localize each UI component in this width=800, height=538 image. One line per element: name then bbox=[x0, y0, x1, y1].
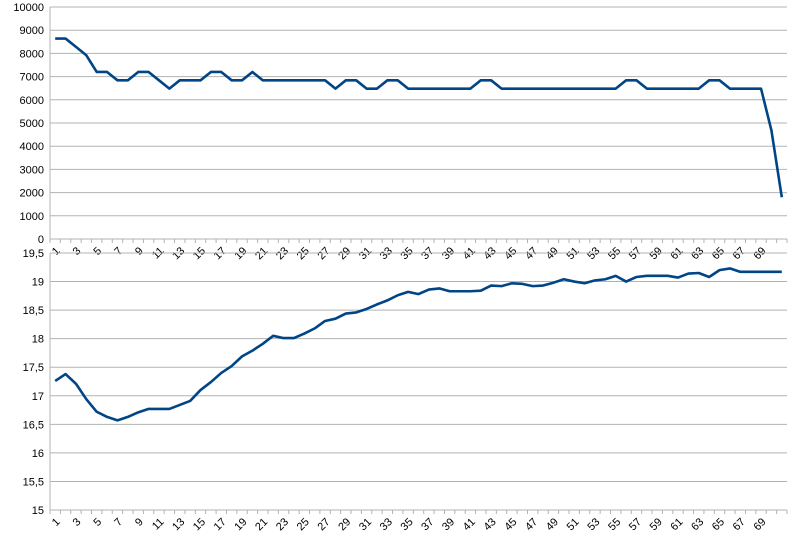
bottom-chart-x-tick-label: 21 bbox=[253, 516, 270, 533]
bottom-chart-y-tick-label: 16,5 bbox=[23, 419, 44, 431]
top-chart-x-tick-label: 1 bbox=[50, 245, 63, 258]
bottom-chart-y-tick-label: 16 bbox=[32, 448, 44, 460]
bottom-chart-y-tick-label: 19,5 bbox=[23, 248, 44, 260]
bottom-chart-x-tick-label: 3 bbox=[71, 516, 84, 529]
bottom-chart-x-tick-label: 35 bbox=[399, 516, 416, 533]
bottom-chart-x-tick-label: 63 bbox=[689, 516, 706, 533]
bottom-chart-x-tick-label: 17 bbox=[212, 516, 229, 533]
bottom-chart-x-tick-label: 61 bbox=[668, 516, 685, 533]
bottom-chart-x-tick-label: 69 bbox=[751, 516, 768, 533]
top-chart-x-tick-label: 65 bbox=[710, 245, 727, 262]
top-chart-x-tick-label: 35 bbox=[399, 245, 416, 262]
top-chart-x-tick-label: 51 bbox=[565, 245, 582, 262]
bottom-chart-y-tick-label: 15,5 bbox=[23, 476, 44, 488]
top-chart-x-tick-label: 9 bbox=[133, 245, 146, 258]
bottom-chart-x-tick-label: 59 bbox=[648, 516, 665, 533]
bottom-chart-y-tick-label: 18,5 bbox=[23, 305, 44, 317]
top-chart-x-tick-label: 59 bbox=[648, 245, 665, 262]
bottom-chart-x-tick-label: 9 bbox=[133, 516, 146, 529]
top-chart-x-tick-label: 69 bbox=[751, 245, 768, 262]
top-chart-y-tick-label: 4000 bbox=[20, 141, 44, 153]
bottom-chart-x-tick-label: 1 bbox=[50, 516, 63, 529]
top-chart-x-tick-label: 53 bbox=[585, 245, 602, 262]
bottom-chart-y-tick-label: 17,5 bbox=[23, 362, 44, 374]
top-chart-y-tick-label: 6000 bbox=[20, 95, 44, 107]
top-chart-x-tick-label: 61 bbox=[668, 245, 685, 262]
top-chart-x-tick-label: 31 bbox=[357, 245, 374, 262]
bottom-chart-x-tick-label: 67 bbox=[731, 516, 748, 533]
bottom-chart-x-tick-label: 33 bbox=[378, 516, 395, 533]
top-chart-y-tick-label: 10000 bbox=[13, 2, 44, 14]
top-chart-x-tick-label: 29 bbox=[336, 245, 353, 262]
bottom-chart-x-tick-label: 11 bbox=[150, 516, 167, 533]
bottom-chart-x-tick-label: 23 bbox=[274, 516, 291, 533]
top-chart-x-tick-label: 7 bbox=[112, 245, 125, 258]
top-chart-y-tick-label: 9000 bbox=[20, 25, 44, 37]
top-chart-y-tick-label: 3000 bbox=[20, 164, 44, 176]
bottom-chart-x-tick-label: 53 bbox=[585, 516, 602, 533]
bottom-chart-x-tick-label: 27 bbox=[315, 516, 332, 533]
top-chart-x-tick-label: 49 bbox=[544, 245, 561, 262]
bottom-chart-y-tick-label: 19 bbox=[32, 277, 44, 289]
bottom-chart-x-tick-label: 65 bbox=[710, 516, 727, 533]
top-chart-x-tick-label: 47 bbox=[523, 245, 540, 262]
top-chart-x-tick-label: 41 bbox=[461, 245, 478, 262]
bottom-chart-x-tick-label: 19 bbox=[232, 516, 249, 533]
top-chart-x-tick-label: 21 bbox=[253, 245, 270, 262]
bottom-chart-x-tick-label: 43 bbox=[482, 516, 499, 533]
top-chart-y-tick-label: 0 bbox=[38, 234, 44, 246]
bottom-chart-x-tick-label: 25 bbox=[295, 516, 312, 533]
bottom-chart-y-tick-label: 18 bbox=[32, 334, 44, 346]
bottom-chart-x-tick-label: 57 bbox=[627, 516, 644, 533]
bottom-chart-x-tick-label: 15 bbox=[191, 516, 208, 533]
bottom-chart-x-tick-label: 29 bbox=[336, 516, 353, 533]
top-chart-x-tick-label: 19 bbox=[232, 245, 249, 262]
bottom-chart-x-tick-label: 13 bbox=[170, 516, 187, 533]
top-chart-x-tick-label: 63 bbox=[689, 245, 706, 262]
top-chart-x-tick-label: 37 bbox=[419, 245, 436, 262]
bottom-chart-x-tick-label: 45 bbox=[502, 516, 519, 533]
bottom-chart-y-tick-label: 15 bbox=[32, 505, 44, 517]
top-chart-y-tick-label: 5000 bbox=[20, 118, 44, 130]
top-chart-x-tick-label: 5 bbox=[91, 245, 104, 258]
bottom-chart-x-tick-label: 7 bbox=[112, 516, 125, 529]
top-chart-x-tick-label: 67 bbox=[731, 245, 748, 262]
bottom-chart-x-tick-label: 39 bbox=[440, 516, 457, 533]
top-chart-y-tick-label: 2000 bbox=[20, 188, 44, 200]
bottom-chart-x-tick-label: 5 bbox=[91, 516, 104, 529]
top-chart-y-tick-label: 8000 bbox=[20, 48, 44, 60]
top-chart-x-tick-label: 43 bbox=[482, 245, 499, 262]
top-chart-x-tick-label: 45 bbox=[502, 245, 519, 262]
top-chart-x-tick-label: 3 bbox=[71, 245, 84, 258]
top-chart-series-line bbox=[55, 37, 784, 198]
top-chart-x-tick-label: 23 bbox=[274, 245, 291, 262]
bottom-chart-x-tick-label: 51 bbox=[565, 516, 582, 533]
top-chart-x-tick-label: 39 bbox=[440, 245, 457, 262]
bottom-chart-x-tick-label: 31 bbox=[357, 516, 374, 533]
top-chart-x-tick-label: 33 bbox=[378, 245, 395, 262]
top-chart-y-tick-label: 1000 bbox=[20, 211, 44, 223]
top-chart-x-tick-label: 57 bbox=[627, 245, 644, 262]
bottom-chart-y-tick-label: 17 bbox=[32, 391, 44, 403]
top-chart-x-tick-label: 17 bbox=[212, 245, 229, 262]
top-chart-x-tick-label: 25 bbox=[295, 245, 312, 262]
bottom-chart-x-tick-label: 55 bbox=[606, 516, 623, 533]
top-chart-x-tick-label: 55 bbox=[606, 245, 623, 262]
bottom-chart-x-tick-label: 47 bbox=[523, 516, 540, 533]
bottom-chart-x-tick-label: 41 bbox=[461, 516, 478, 533]
top-chart-x-tick-label: 13 bbox=[170, 245, 187, 262]
bottom-chart-series-line bbox=[54, 267, 782, 422]
top-chart-y-tick-label: 7000 bbox=[20, 72, 44, 84]
bottom-chart-x-tick-label: 37 bbox=[419, 516, 436, 533]
top-chart-x-tick-label: 27 bbox=[315, 245, 332, 262]
bottom-chart-x-tick-label: 49 bbox=[544, 516, 561, 533]
top-chart-x-tick-label: 15 bbox=[191, 245, 208, 262]
